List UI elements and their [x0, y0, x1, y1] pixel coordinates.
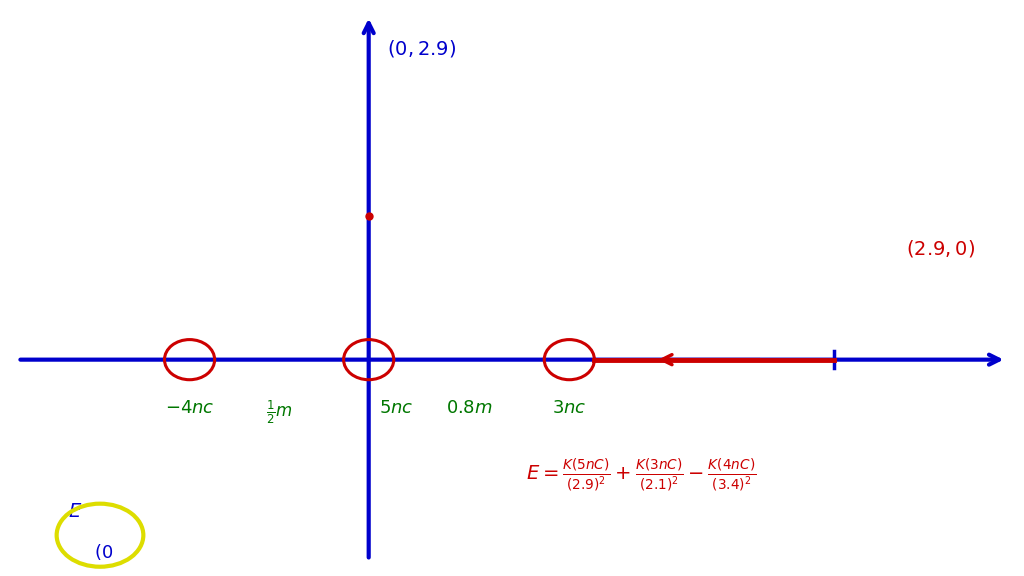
Text: $5nc$: $5nc$: [380, 399, 414, 417]
Text: $(0,2.9)$: $(0,2.9)$: [387, 37, 456, 59]
Text: $(2.9,0)$: $(2.9,0)$: [906, 238, 975, 259]
Text: $(0$: $(0$: [94, 543, 114, 562]
Text: $3nc$: $3nc$: [552, 399, 587, 417]
Text: $\frac{1}{2}m$: $\frac{1}{2}m$: [266, 399, 293, 426]
Text: $0.8m$: $0.8m$: [445, 399, 493, 417]
Text: $E$: $E$: [68, 502, 82, 521]
Text: $E = \frac{K(5nC)}{(2.9)^2} + \frac{K(3nC)}{(2.1)^2} - \frac{K(4nC)}{(3.4)^2}$: $E = \frac{K(5nC)}{(2.9)^2} + \frac{K(3n…: [526, 456, 757, 492]
Text: $-4nc$: $-4nc$: [165, 399, 214, 417]
